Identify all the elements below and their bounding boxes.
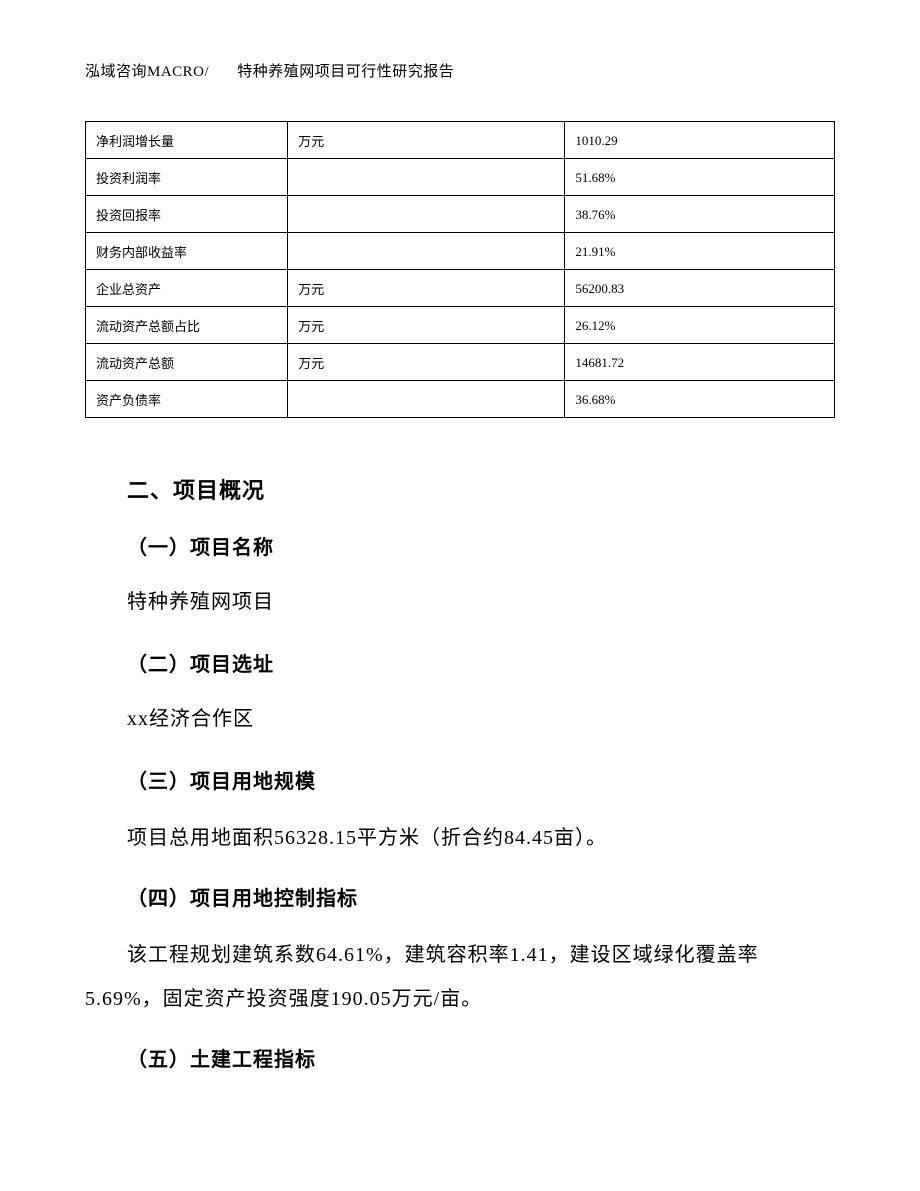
- table-row: 投资利润率 51.68%: [86, 159, 835, 196]
- subsection-heading: （五）土建工程指标: [127, 1043, 835, 1072]
- subsection-body: 该工程规划建筑系数64.61%，建筑容积率1.41，建设区域绿化覆盖率5.69%…: [85, 933, 835, 1021]
- cell-label: 资产负债率: [86, 381, 288, 418]
- table-row: 投资回报率 38.76%: [86, 196, 835, 233]
- subsection-heading: （一）项目名称: [127, 531, 835, 560]
- cell-value: 1010.29: [565, 122, 835, 159]
- cell-label: 流动资产总额占比: [86, 307, 288, 344]
- cell-unit: 万元: [288, 344, 565, 381]
- cell-value: 38.76%: [565, 196, 835, 233]
- page-header: 泓域咨询MACRO/特种养殖网项目可行性研究报告: [85, 60, 835, 81]
- cell-unit: [288, 196, 565, 233]
- cell-value: 21.91%: [565, 233, 835, 270]
- cell-unit: 万元: [288, 270, 565, 307]
- subsection-body: xx经济合作区: [127, 699, 835, 739]
- cell-unit: 万元: [288, 307, 565, 344]
- section-title: 二、项目概况: [127, 473, 835, 505]
- header-left: 泓域咨询MACRO/: [85, 64, 209, 80]
- cell-unit: 万元: [288, 122, 565, 159]
- cell-label: 投资利润率: [86, 159, 288, 196]
- cell-unit: [288, 381, 565, 418]
- cell-label: 投资回报率: [86, 196, 288, 233]
- cell-unit: [288, 233, 565, 270]
- table-row: 流动资产总额 万元 14681.72: [86, 344, 835, 381]
- subsection-body: 特种养殖网项目: [127, 582, 835, 622]
- table-row: 资产负债率 36.68%: [86, 381, 835, 418]
- cell-value: 56200.83: [565, 270, 835, 307]
- cell-value: 26.12%: [565, 307, 835, 344]
- table-row: 企业总资产 万元 56200.83: [86, 270, 835, 307]
- table-row: 财务内部收益率 21.91%: [86, 233, 835, 270]
- header-right: 特种养殖网项目可行性研究报告: [237, 64, 454, 80]
- table-row: 净利润增长量 万元 1010.29: [86, 122, 835, 159]
- cell-label: 净利润增长量: [86, 122, 288, 159]
- cell-label: 财务内部收益率: [86, 233, 288, 270]
- cell-unit: [288, 159, 565, 196]
- subsection-heading: （三）项目用地规模: [127, 765, 835, 794]
- cell-value: 14681.72: [565, 344, 835, 381]
- page: 泓域咨询MACRO/特种养殖网项目可行性研究报告 净利润增长量 万元 1010.…: [0, 0, 920, 1191]
- financial-table: 净利润增长量 万元 1010.29 投资利润率 51.68% 投资回报率 38.…: [85, 121, 835, 418]
- subsection-body: 项目总用地面积56328.15平方米（折合约84.45亩）。: [85, 816, 835, 860]
- cell-value: 36.68%: [565, 381, 835, 418]
- cell-value: 51.68%: [565, 159, 835, 196]
- subsection-heading: （四）项目用地控制指标: [127, 882, 835, 911]
- subsection-heading: （二）项目选址: [127, 648, 835, 677]
- table-row: 流动资产总额占比 万元 26.12%: [86, 307, 835, 344]
- cell-label: 流动资产总额: [86, 344, 288, 381]
- cell-label: 企业总资产: [86, 270, 288, 307]
